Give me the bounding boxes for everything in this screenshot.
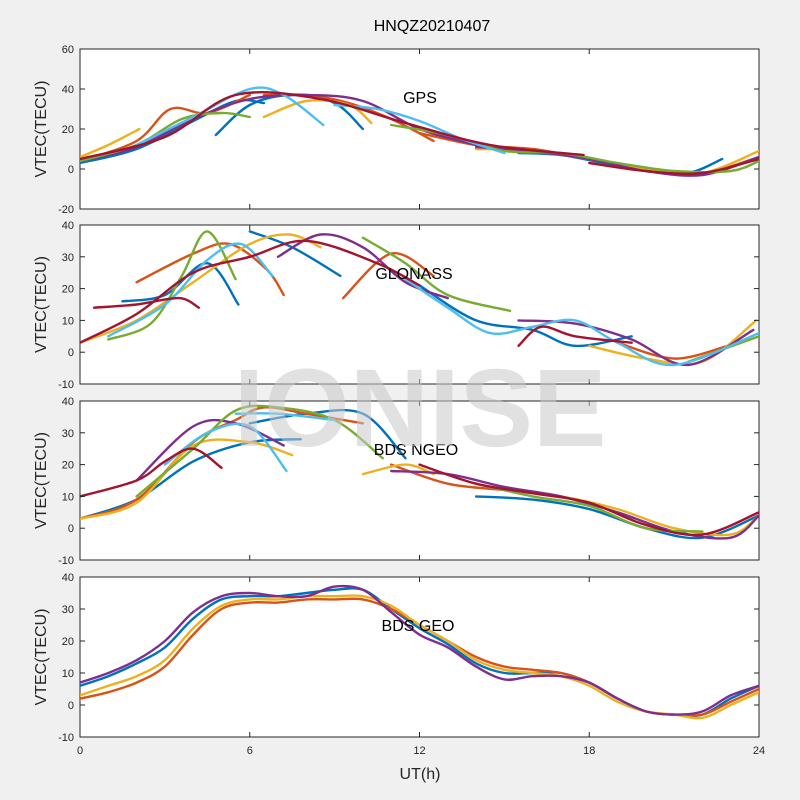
y-tick-label: 10 bbox=[62, 315, 74, 327]
series-line-14 bbox=[107, 242, 274, 338]
system-annotation: BDS GEO bbox=[382, 618, 455, 635]
series-line-7 bbox=[80, 127, 141, 159]
x-tick-label: 6 bbox=[247, 745, 253, 757]
series-line-16 bbox=[418, 463, 759, 537]
y-tick-label: 30 bbox=[62, 604, 74, 616]
series-group bbox=[80, 584, 759, 720]
x-tick-label: 18 bbox=[583, 745, 595, 757]
series-group bbox=[80, 404, 759, 540]
x-tick-label: 12 bbox=[413, 745, 425, 757]
series-line-15 bbox=[333, 103, 506, 155]
y-tick-label: -20 bbox=[58, 204, 74, 216]
system-annotation: BDS NGEO bbox=[374, 442, 458, 459]
y-tick-label: 0 bbox=[68, 523, 74, 535]
series-group bbox=[80, 86, 759, 177]
y-tick-label: 20 bbox=[62, 636, 74, 648]
series-line-17 bbox=[588, 157, 759, 175]
series-line-11 bbox=[107, 230, 237, 341]
y-tick-label: 20 bbox=[62, 124, 74, 136]
series-group bbox=[80, 230, 759, 367]
y-tick-label: 10 bbox=[62, 491, 74, 503]
y-axis-label: VTEC(TECU) bbox=[33, 432, 50, 529]
series-line-14 bbox=[135, 86, 325, 147]
series-line-12 bbox=[361, 236, 512, 313]
subplot-1: -20 0 20 40 60 VTEC(TECU) GPS bbox=[33, 44, 760, 216]
y-tick-label: 0 bbox=[68, 164, 74, 176]
series-line-4 bbox=[80, 584, 759, 716]
y-tick-label: 0 bbox=[68, 700, 74, 712]
y-tick-label: -10 bbox=[58, 555, 74, 567]
series-line-6 bbox=[80, 438, 294, 520]
y-tick-label: 60 bbox=[62, 44, 74, 56]
watermark: IONISE bbox=[234, 347, 607, 470]
y-tick-label: 40 bbox=[62, 84, 74, 96]
y-tick-label: 20 bbox=[62, 284, 74, 296]
series-line-15 bbox=[404, 277, 759, 367]
subplot-3: -10 0 10 20 30 40 VTEC(TECU) BDS NGEO bbox=[33, 396, 760, 567]
y-tick-label: -10 bbox=[58, 732, 74, 744]
series-line-18 bbox=[517, 325, 633, 347]
subplot-2: -10 0 10 20 30 40 VTEC(TECU) GLONASS bbox=[33, 220, 760, 391]
x-tick-label: 0 bbox=[77, 745, 83, 757]
series-line-11 bbox=[135, 404, 384, 498]
system-annotation: GPS bbox=[403, 90, 437, 107]
y-tick-label: -10 bbox=[58, 379, 74, 391]
y-axis-label: VTEC(TECU) bbox=[33, 256, 50, 353]
series-line-4 bbox=[80, 406, 365, 520]
series-line-14 bbox=[234, 412, 336, 422]
y-tick-label: 10 bbox=[62, 668, 74, 680]
series-line-17 bbox=[80, 239, 421, 344]
y-tick-label: 30 bbox=[62, 252, 74, 264]
figure-title: HNQZ20210407 bbox=[374, 18, 491, 35]
y-tick-label: 0 bbox=[68, 347, 74, 359]
x-axis-label: UT(h) bbox=[400, 766, 441, 783]
series-line-16 bbox=[80, 90, 585, 161]
system-annotation: GLONASS bbox=[375, 266, 452, 283]
y-tick-label: 40 bbox=[62, 572, 74, 584]
series-line-6 bbox=[616, 341, 730, 360]
y-tick-label: 20 bbox=[62, 460, 74, 472]
y-tick-label: 40 bbox=[62, 220, 74, 232]
y-tick-label: 40 bbox=[62, 396, 74, 408]
series-line-16 bbox=[92, 296, 200, 309]
series-line-15 bbox=[80, 447, 223, 498]
x-tick-label: 24 bbox=[753, 745, 765, 757]
series-line-2 bbox=[248, 408, 407, 460]
series-line-13 bbox=[163, 422, 288, 473]
y-axis-label: VTEC(TECU) bbox=[33, 81, 50, 178]
y-axis-label: VTEC(TECU) bbox=[33, 609, 50, 706]
series-line-9 bbox=[135, 418, 285, 482]
y-tick-label: 30 bbox=[62, 428, 74, 440]
